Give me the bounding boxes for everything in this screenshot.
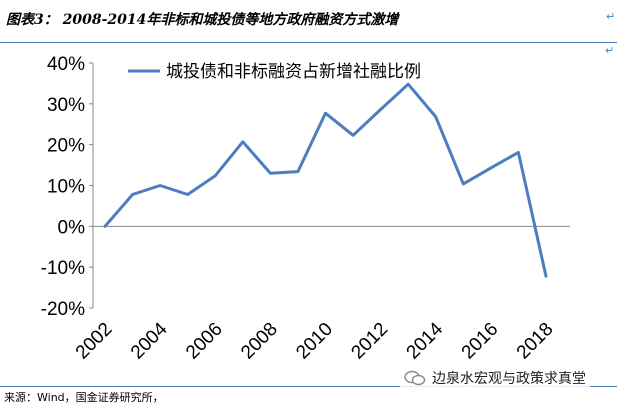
source-rule <box>0 386 617 387</box>
x-tick-label: 2010 <box>292 319 337 364</box>
title-bar: 图表3： 2008-2014年非标和城投债等地方政府融资方式激增 ↵ <box>0 0 617 36</box>
x-tick-label: 2018 <box>513 319 558 364</box>
x-tick-label: 2016 <box>458 319 503 364</box>
x-tick-label: 2012 <box>347 319 392 364</box>
chart-title: 图表3： 2008-2014年非标和城投债等地方政府融资方式激增 <box>6 12 399 28</box>
x-tick-label: 2002 <box>72 319 117 364</box>
x-tick-label: 2014 <box>403 318 448 363</box>
y-tick-label: -20% <box>41 299 85 320</box>
y-tick-label: 40% <box>47 54 85 75</box>
title-rule <box>0 42 617 43</box>
y-tick-label: 10% <box>47 177 85 198</box>
line-chart: 40%30%20%10%0%-10%-20%2002 2004 2006 2008 20… <box>41 54 570 364</box>
y-tick-label: -10% <box>41 258 85 279</box>
series-line <box>103 82 548 278</box>
x-tick-label: 2004 <box>127 318 172 363</box>
x-tick-label: 2008 <box>237 319 282 364</box>
watermark: 边泉水宏观与政策求真堂 <box>400 367 590 389</box>
watermark-text: 边泉水宏观与政策求真堂 <box>432 371 586 387</box>
y-tick-label: 0% <box>58 217 86 238</box>
wechat-icon <box>404 370 426 386</box>
source-note: 来源：Wind，国金证券研究所， <box>4 391 164 404</box>
paragraph-mark-icon: ↵ <box>606 10 616 23</box>
y-tick-label: 20% <box>47 136 85 157</box>
paragraph-mark-icon: ↵ <box>605 44 615 57</box>
x-tick-label: 2006 <box>182 319 227 364</box>
y-tick-label: 30% <box>47 95 85 116</box>
legend-label: 城投债和非标融资占新增社融比例 <box>166 62 421 82</box>
